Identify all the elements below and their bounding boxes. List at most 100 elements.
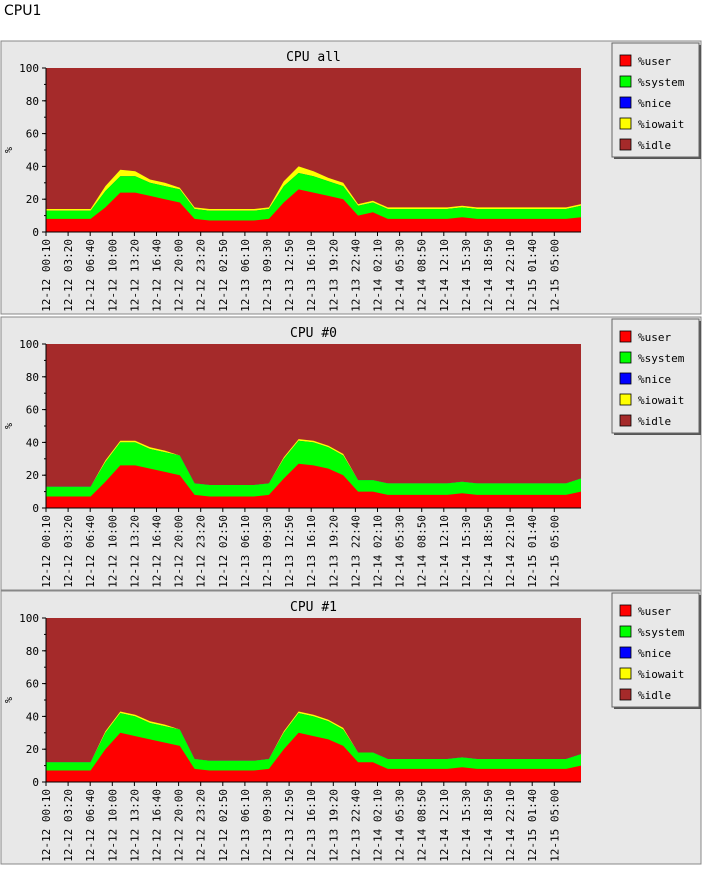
x-tick-label: 12-14 22:10 xyxy=(504,239,517,312)
legend-label-user: %user xyxy=(638,605,671,618)
x-tick-label: 12-12 00:10 xyxy=(40,789,53,862)
chart-svg: CPU #1 0 20 40 60 80 100% 12-12 00:10 12-12 03:2… xyxy=(0,590,702,865)
x-tick-label: 12-13 09:30 xyxy=(261,239,274,312)
legend-swatch-nice xyxy=(619,96,632,109)
x-tick-label: 12-12 23:20 xyxy=(195,515,208,588)
x-tick-label: 12-15 01:40 xyxy=(526,239,539,312)
x-tick-label: 12-12 06:40 xyxy=(84,789,97,862)
chart-title: CPU all xyxy=(286,50,341,65)
y-tick-label: 80 xyxy=(26,371,39,384)
legend-label-iowait: %iowait xyxy=(638,394,684,407)
x-tick-label: 12-14 05:30 xyxy=(394,515,407,588)
legend-label-system: %system xyxy=(638,626,685,639)
y-tick-label: 40 xyxy=(26,710,39,723)
x-tick-label: 12-13 19:20 xyxy=(327,789,340,862)
x-tick-label: 12-13 22:40 xyxy=(349,239,362,312)
legend-label-system: %system xyxy=(638,76,685,89)
x-tick-label: 12-14 02:10 xyxy=(372,789,385,862)
x-tick-label: 12-13 12:50 xyxy=(283,239,296,312)
x-tick-label: 12-13 09:30 xyxy=(261,789,274,862)
x-tick-label: 12-15 05:00 xyxy=(548,789,561,862)
y-tick-label: 20 xyxy=(26,193,39,206)
x-tick-label: 12-14 05:30 xyxy=(394,789,407,862)
page-title: CPU1 xyxy=(4,3,42,19)
x-tick-label: 12-13 09:30 xyxy=(261,515,274,588)
y-tick-label: 0 xyxy=(32,226,39,239)
chart-svg: CPU all 0 20 40 60 80 100% 12-12 00:10 12-12 03:… xyxy=(0,40,702,315)
legend-swatch-system xyxy=(619,75,632,88)
legend-swatch-iowait xyxy=(619,117,632,130)
y-tick-label: 20 xyxy=(26,743,39,756)
x-tick-label: 12-13 06:10 xyxy=(239,239,252,312)
x-tick-label: 12-15 05:00 xyxy=(548,239,561,312)
y-tick-label: 0 xyxy=(32,502,39,515)
x-tick-label: 12-12 16:40 xyxy=(151,515,164,588)
x-tick-label: 12-15 05:00 xyxy=(548,515,561,588)
legend-label-iowait: %iowait xyxy=(638,118,684,131)
y-axis-label: % xyxy=(4,423,15,429)
y-tick-label: 80 xyxy=(26,95,39,108)
legend-swatch-iowait xyxy=(619,667,632,680)
y-tick-label: 40 xyxy=(26,436,39,449)
legend-swatch-nice xyxy=(619,646,632,659)
x-tick-label: 12-13 06:10 xyxy=(239,515,252,588)
x-tick-label: 12-14 18:50 xyxy=(482,239,495,312)
x-tick-label: 12-14 12:10 xyxy=(438,239,451,312)
x-tick-label: 12-14 15:30 xyxy=(460,239,473,312)
y-tick-label: 100 xyxy=(19,612,39,625)
x-tick-label: 12-13 22:40 xyxy=(349,789,362,862)
legend-swatch-idle xyxy=(619,688,632,701)
legend-label-nice: %nice xyxy=(638,647,671,660)
y-tick-label: 100 xyxy=(19,62,39,75)
x-tick-label: 12-12 13:20 xyxy=(128,515,141,588)
x-tick-label: 12-12 00:10 xyxy=(40,239,53,312)
chart-title: CPU #0 xyxy=(290,326,337,341)
chart-title: CPU #1 xyxy=(290,600,337,615)
legend-swatch-idle xyxy=(619,414,632,427)
x-tick-label: 12-15 01:40 xyxy=(526,515,539,588)
x-tick-label: 12-14 12:10 xyxy=(438,515,451,588)
y-axis-label: % xyxy=(4,697,15,703)
y-tick-label: 80 xyxy=(26,645,39,658)
y-tick-label: 60 xyxy=(26,404,39,417)
x-tick-label: 12-14 18:50 xyxy=(482,789,495,862)
x-tick-label: 12-12 20:00 xyxy=(173,789,186,862)
x-tick-label: 12-13 16:10 xyxy=(305,239,318,312)
x-tick-label: 12-12 23:20 xyxy=(195,239,208,312)
legend-label-nice: %nice xyxy=(638,97,671,110)
x-tick-label: 12-13 19:20 xyxy=(327,515,340,588)
legend-swatch-nice xyxy=(619,372,632,385)
y-tick-label: 60 xyxy=(26,128,39,141)
series-user-area xyxy=(46,189,581,232)
x-tick-label: 12-14 08:50 xyxy=(416,239,429,312)
x-tick-label: 12-12 03:20 xyxy=(62,789,75,862)
legend-swatch-user xyxy=(619,54,632,67)
legend-swatch-system xyxy=(619,625,632,638)
x-tick-label: 12-13 12:50 xyxy=(283,515,296,588)
x-tick-label: 12-13 16:10 xyxy=(305,789,318,862)
x-tick-label: 12-14 02:10 xyxy=(372,515,385,588)
x-tick-label: 12-12 23:20 xyxy=(195,789,208,862)
series-user-area xyxy=(46,732,581,782)
x-tick-label: 12-12 03:20 xyxy=(62,515,75,588)
legend-label-system: %system xyxy=(638,352,685,365)
legend-label-idle: %idle xyxy=(638,139,671,152)
x-tick-label: 12-12 06:40 xyxy=(84,239,97,312)
x-tick-label: 12-13 22:40 xyxy=(349,515,362,588)
y-tick-label: 100 xyxy=(19,338,39,351)
x-tick-label: 12-12 06:40 xyxy=(84,515,97,588)
series-user-area xyxy=(46,463,581,508)
x-tick-label: 12-14 15:30 xyxy=(460,789,473,862)
y-tick-label: 0 xyxy=(32,776,39,789)
x-tick-label: 12-14 05:30 xyxy=(394,239,407,312)
legend-label-idle: %idle xyxy=(638,689,671,702)
x-tick-label: 12-12 20:00 xyxy=(173,515,186,588)
x-tick-label: 12-12 00:10 xyxy=(40,515,53,588)
x-tick-label: 12-14 08:50 xyxy=(416,789,429,862)
x-tick-label: 12-12 16:40 xyxy=(151,239,164,312)
y-tick-label: 60 xyxy=(26,678,39,691)
legend-label-user: %user xyxy=(638,55,671,68)
legend-label-user: %user xyxy=(638,331,671,344)
x-tick-label: 12-12 10:00 xyxy=(106,239,119,312)
x-tick-label: 12-13 16:10 xyxy=(305,515,318,588)
